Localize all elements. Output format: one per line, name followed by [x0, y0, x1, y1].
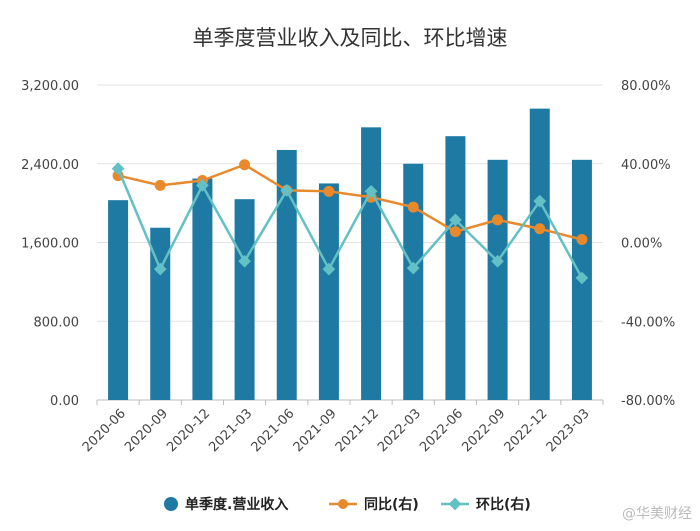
- x-tick-label: 2023-03: [544, 406, 593, 455]
- bar: [529, 108, 550, 400]
- x-tick-label: 2022-09: [459, 406, 508, 455]
- legend: 单季度.营业收入 同比(右) 环比(右): [0, 492, 700, 516]
- y2-tick-label: -80.00%: [621, 394, 675, 409]
- line-series: [111, 159, 589, 285]
- legend-marker-qoq-icon: [441, 497, 469, 511]
- x-tick-label: 2022-12: [502, 406, 551, 455]
- x-tick-label: 2020-12: [164, 406, 213, 455]
- bar: [150, 227, 171, 400]
- legend-item-revenue[interactable]: 单季度.营业收入: [163, 492, 288, 516]
- bar: [192, 178, 213, 400]
- y2-tick-label: -40.00%: [621, 315, 675, 330]
- x-tick-label: 2022-06: [417, 406, 466, 455]
- bar: [108, 200, 129, 400]
- bar: [234, 199, 255, 400]
- legend-marker-yoy-icon: [329, 499, 357, 509]
- x-tick-label: 2020-09: [122, 406, 171, 455]
- yoy-point: [449, 226, 461, 238]
- yoy-point: [323, 185, 335, 197]
- qoq-point: [364, 184, 378, 198]
- legend-label-qoq: 环比(右): [476, 497, 531, 513]
- bar: [276, 149, 297, 400]
- bar: [445, 136, 466, 400]
- x-tick-label: 2021-12: [333, 406, 382, 455]
- x-tick-label: 2021-03: [206, 406, 255, 455]
- y2-tick-label: 40.00%: [621, 158, 671, 173]
- yoy-point: [154, 179, 166, 191]
- bar: [403, 163, 424, 400]
- y2-tick-label: 80.00%: [621, 79, 671, 94]
- legend-marker-revenue-icon: [164, 497, 178, 511]
- qoq-point: [196, 179, 209, 192]
- qoq-point: [322, 262, 336, 276]
- qoq-point: [111, 162, 125, 176]
- y-tick-label: 800.00: [34, 315, 80, 330]
- chart-title: 单季度营业收入及同比、环比增速: [192, 26, 508, 50]
- y-tick-label: 3,200.00: [21, 79, 79, 94]
- y-tick-label: 1,600.00: [21, 237, 79, 252]
- bar: [318, 183, 339, 400]
- legend-label-yoy: 同比(右): [364, 497, 419, 513]
- yoy-point: [407, 201, 419, 213]
- y-tick-label: 2,400.00: [21, 158, 79, 173]
- legend-item-qoq[interactable]: 环比(右): [440, 492, 531, 516]
- qoq-line: [116, 168, 584, 279]
- y2-tick-label: 0.00%: [621, 237, 662, 252]
- qoq-point: [153, 262, 167, 276]
- qoq-point: [406, 261, 420, 275]
- x-tick-label: 2021-06: [249, 406, 298, 455]
- qoq-point: [280, 183, 294, 197]
- x-tick-label: 2020-06: [80, 406, 129, 455]
- qoq-point: [449, 213, 462, 227]
- yoy-point: [534, 223, 546, 235]
- x-tick-label: 2021-09: [291, 406, 340, 455]
- yoy-point: [239, 159, 251, 171]
- yoy-line: [117, 163, 583, 241]
- legend-label-revenue: 单季度.营业收入: [185, 497, 289, 513]
- qoq-point: [238, 254, 251, 268]
- x-tick-label: 2022-03: [375, 406, 424, 455]
- yoy-point: [576, 234, 588, 246]
- bar: [361, 127, 382, 400]
- legend-item-yoy[interactable]: 同比(右): [328, 492, 419, 516]
- bar: [487, 159, 508, 400]
- qoq-point: [491, 254, 504, 268]
- y-tick-label: 0.00: [50, 394, 79, 409]
- yoy-point: [492, 214, 504, 226]
- bar-series: [108, 108, 592, 400]
- brand-watermark: @华美财经: [622, 506, 692, 522]
